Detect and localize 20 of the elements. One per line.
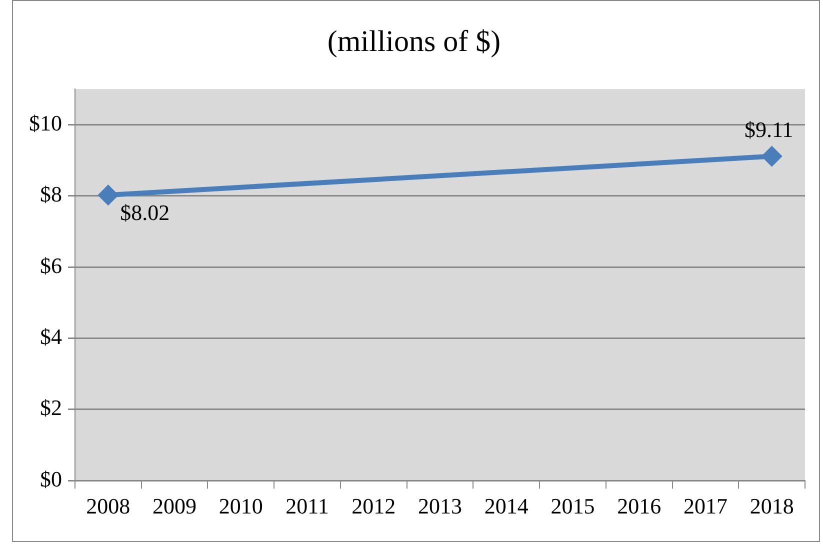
x-tick-label: 2009 [152, 494, 197, 519]
y-tick-label: $4 [40, 324, 62, 349]
x-tick-label: 2011 [286, 494, 329, 519]
x-tick-label: 2014 [484, 494, 528, 519]
y-tick-label: $8 [40, 182, 62, 207]
x-tick-label: 2012 [352, 494, 396, 519]
x-tick-label: 2017 [683, 494, 728, 519]
x-tick-label: 2018 [750, 494, 794, 519]
y-tick-label: $6 [40, 252, 62, 278]
y-tick-label: $0 [40, 466, 62, 492]
x-tick-label: 2010 [218, 494, 263, 519]
x-tick-label: 2013 [418, 494, 462, 519]
y-tick-label: $10 [29, 110, 62, 136]
x-tick-label: 2016 [617, 494, 662, 519]
y-tick-label: $2 [40, 395, 62, 420]
x-tick-label: 2008 [86, 494, 130, 519]
chart-title: (millions of $) [327, 24, 501, 58]
x-tick-label: 2015 [550, 494, 595, 519]
data-label: $9.11 [744, 117, 794, 142]
data-label: $8.02 [120, 200, 170, 225]
